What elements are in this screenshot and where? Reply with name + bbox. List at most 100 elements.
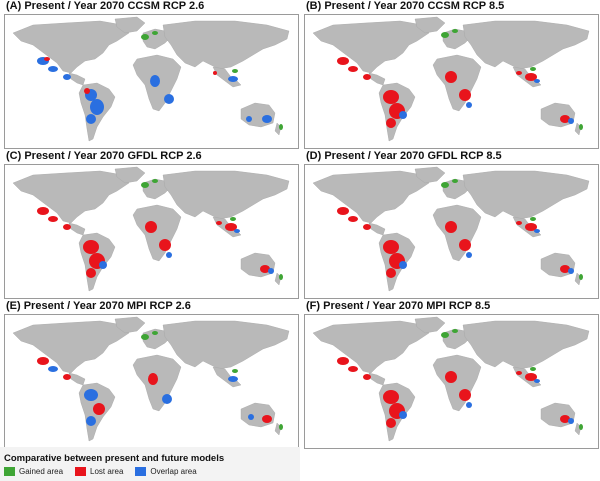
map-panel-a: (A) Present / Year 2070 CCSM RCP 2.6	[4, 0, 300, 149]
overlap-area-patch	[86, 416, 96, 426]
world-map-svg	[312, 316, 590, 442]
landmass-4	[442, 178, 472, 200]
lost-area-patch	[84, 88, 90, 94]
landmass-4	[142, 28, 172, 50]
lost-area-patch	[459, 389, 471, 401]
lost-swatch	[75, 467, 87, 476]
lost-area-patch	[48, 216, 58, 222]
lost-area-patch	[516, 371, 522, 375]
overlap-area-patch	[162, 394, 172, 404]
gained-area-patch	[279, 424, 283, 430]
world-map	[4, 14, 299, 149]
gained-area-patch	[441, 332, 449, 338]
gained-area-patch	[279, 124, 283, 130]
overlap-area-patch	[166, 252, 172, 258]
lost-area-patch	[516, 221, 522, 225]
landmass-4	[442, 28, 472, 50]
gained-area-patch	[579, 124, 583, 130]
world-map	[4, 164, 299, 299]
lost-area-patch	[213, 71, 217, 75]
panel-title: (F) Present / Year 2070 MPI RCP 8.5	[306, 300, 491, 312]
lost-area-patch	[383, 90, 399, 104]
overlap-area-patch	[150, 75, 160, 87]
map-panel-b: (B) Present / Year 2070 CCSM RCP 8.5	[304, 0, 600, 149]
landmass-4	[142, 178, 172, 200]
overlap-swatch	[135, 467, 147, 476]
landmass-0	[312, 20, 430, 74]
lost-area-patch	[363, 224, 371, 230]
gained-area-patch	[152, 31, 158, 35]
world-map-svg	[12, 316, 290, 442]
panel-title: (C) Present / Year 2070 GFDL RCP 2.6	[6, 150, 202, 162]
panel-title: (D) Present / Year 2070 GFDL RCP 8.5	[306, 150, 502, 162]
gained-area-patch	[530, 367, 536, 371]
world-map-svg	[312, 16, 590, 142]
gained-area-patch	[141, 182, 149, 188]
lost-area-patch	[560, 415, 570, 423]
landmass-0	[312, 320, 430, 374]
lost-area-patch	[63, 374, 71, 380]
overlap-area-patch	[228, 76, 238, 82]
lost-area-patch	[260, 265, 270, 273]
gained-area-patch	[452, 29, 458, 33]
map-panel-c: (C) Present / Year 2070 GFDL RCP 2.6	[4, 150, 300, 299]
legend-item-gained: Gained area	[4, 467, 63, 476]
gained-area-patch	[279, 274, 283, 280]
world-map-svg	[12, 16, 290, 142]
lost-area-patch	[363, 74, 371, 80]
landmass-2	[368, 372, 386, 386]
legend-item-lost: Lost area	[75, 467, 123, 476]
map-legend: Comparative between present and future m…	[0, 447, 300, 481]
gained-area-patch	[230, 217, 236, 221]
legend-label-gained: Gained area	[19, 467, 64, 476]
landmass-1	[114, 316, 146, 334]
overlap-area-patch	[48, 66, 58, 72]
lost-area-patch	[216, 221, 222, 225]
lost-area-patch	[44, 57, 50, 61]
landmass-1	[114, 16, 146, 34]
gained-area-patch	[141, 34, 149, 40]
gained-area-patch	[152, 179, 158, 183]
lost-area-patch	[337, 357, 349, 365]
landmass-5	[432, 54, 482, 112]
landmass-4	[142, 328, 172, 350]
landmass-6	[462, 170, 590, 220]
lost-area-patch	[445, 371, 457, 383]
gained-area-patch	[441, 182, 449, 188]
lost-area-patch	[386, 268, 396, 278]
panel-title: (A) Present / Year 2070 CCSM RCP 2.6	[6, 0, 205, 12]
lost-area-patch	[37, 207, 49, 215]
gained-area-patch	[579, 424, 583, 430]
overlap-area-patch	[246, 116, 252, 122]
gained-area-patch	[579, 274, 583, 280]
overlap-area-patch	[63, 74, 71, 80]
landmass-4	[442, 328, 472, 350]
legend-title: Comparative between present and future m…	[4, 453, 225, 464]
lost-area-patch	[337, 207, 349, 215]
world-map	[304, 164, 599, 299]
landmass-1	[414, 16, 446, 34]
lost-area-patch	[148, 373, 158, 385]
landmass-5	[132, 204, 182, 262]
overlap-area-patch	[248, 414, 254, 420]
overlap-area-patch	[568, 418, 574, 424]
map-panel-f: (F) Present / Year 2070 MPI RCP 8.5	[304, 300, 600, 449]
landmass-5	[432, 354, 482, 412]
gained-area-patch	[232, 69, 238, 73]
gained-area-patch	[152, 331, 158, 335]
landmass-6	[162, 170, 290, 220]
lost-area-patch	[516, 71, 522, 75]
lost-area-patch	[83, 240, 99, 254]
landmass-2	[368, 72, 386, 86]
lost-area-patch	[525, 73, 537, 81]
landmass-6	[162, 20, 290, 70]
landmass-5	[132, 354, 182, 412]
map-panel-d: (D) Present / Year 2070 GFDL RCP 8.5	[304, 150, 600, 299]
lost-area-patch	[86, 268, 96, 278]
overlap-area-patch	[466, 402, 472, 408]
panel-title: (E) Present / Year 2070 MPI RCP 2.6	[6, 300, 191, 312]
gained-area-patch	[530, 67, 536, 71]
overlap-area-patch	[86, 114, 96, 124]
lost-area-patch	[63, 224, 71, 230]
lost-area-patch	[93, 403, 105, 415]
